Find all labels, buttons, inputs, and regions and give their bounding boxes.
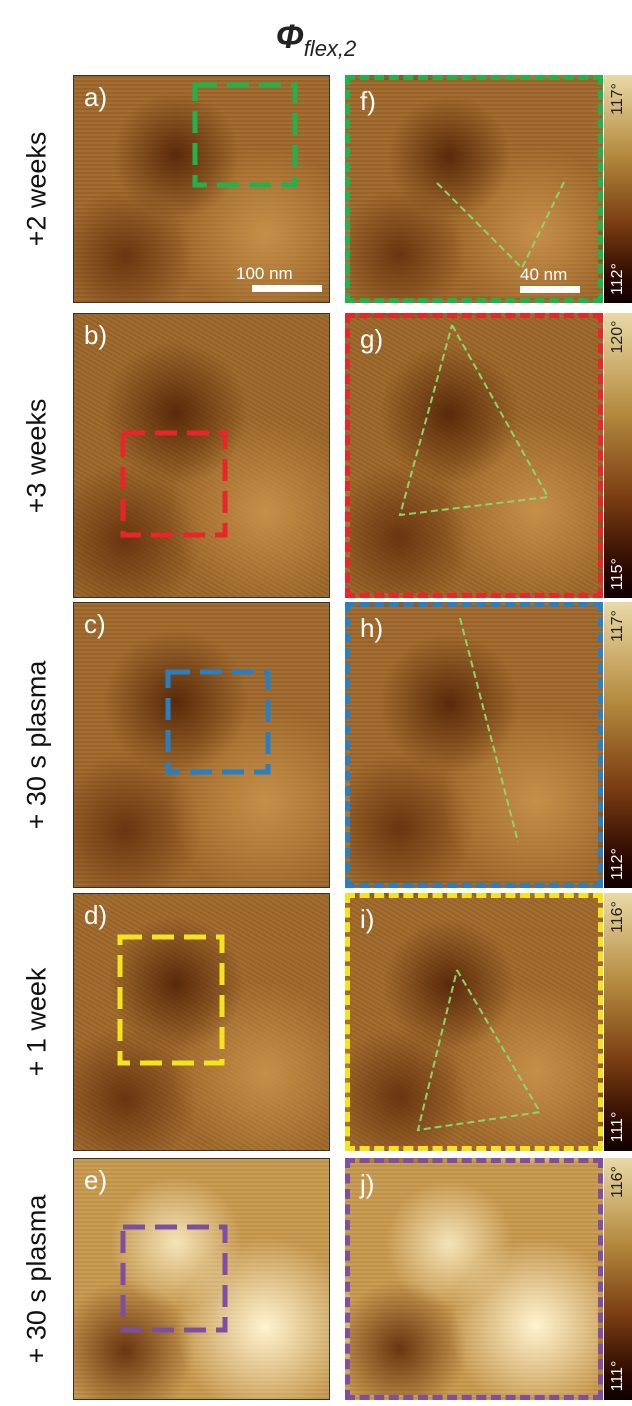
afm-zoom-image: h) (345, 602, 603, 888)
figure-title: Φflex,2 (0, 18, 632, 62)
row-label: + 1 week (22, 968, 53, 1077)
row-label: +3 weeks (22, 398, 53, 513)
panel-label: i) (360, 904, 374, 935)
panel-label: c) (84, 609, 106, 640)
figure: Φflex,2 (() => { const data = JSON.parse… (0, 0, 632, 1406)
panel-label: j) (360, 1169, 374, 1200)
colorbar-min: 112° (609, 263, 627, 295)
afm-image: d) (73, 893, 330, 1151)
colorbar-max: 116° (609, 901, 627, 933)
colorbar-max: 120° (609, 320, 627, 353)
afm-image: c) (73, 602, 330, 888)
panel-label: b) (84, 320, 107, 351)
title-symbol: Φ (276, 18, 304, 56)
colorbar-min: 115° (609, 558, 627, 590)
colorbar-max: 117° (609, 610, 627, 642)
afm-image: e) (73, 1158, 330, 1400)
panel-label: g) (360, 324, 383, 355)
colorbar-max: 116° (609, 1166, 627, 1198)
panel-label: h) (360, 613, 383, 644)
panel-label: e) (84, 1165, 107, 1196)
colorbar-min: 112° (609, 848, 627, 880)
afm-zoom-image: i) (345, 893, 603, 1151)
title-subscript: flex,2 (304, 36, 357, 61)
afm-image: a) 100 nm (73, 75, 330, 303)
scale-bar-label: 100 nm (236, 264, 293, 284)
panel-label: f) (360, 86, 376, 117)
scale-bar (252, 285, 322, 292)
row-label: +2 weeks (22, 132, 53, 247)
scale-bar (520, 286, 580, 293)
row-label: + 30 s plasma (22, 1195, 53, 1364)
row-label: + 30 s plasma (22, 661, 53, 830)
panel-label: d) (84, 900, 107, 931)
scale-bar-label: 40 nm (520, 265, 567, 285)
afm-zoom-image: g) (345, 313, 603, 598)
colorbar-max: 117° (609, 83, 627, 115)
afm-zoom-image: j) (345, 1158, 603, 1400)
colorbar-min: 111° (609, 1112, 627, 1143)
colorbar (604, 602, 632, 888)
afm-image: b) (73, 313, 330, 598)
afm-zoom-image: f) 40 nm (345, 75, 603, 303)
colorbar (604, 313, 632, 598)
colorbar-min: 111° (609, 1361, 627, 1392)
panel-label: a) (84, 82, 107, 113)
